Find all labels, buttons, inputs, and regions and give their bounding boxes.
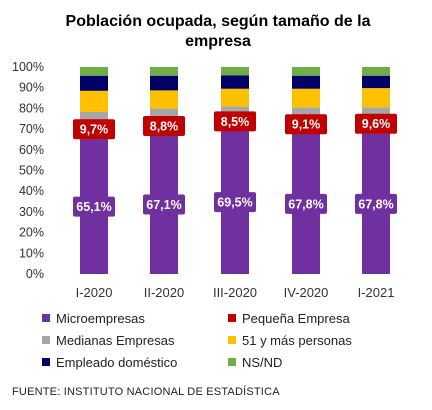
legend-item-51-y-m-s-personas: 51 y más personas (228, 330, 414, 350)
data-label: 69,5% (214, 192, 256, 213)
bar-segment-medianas-empresas (221, 106, 249, 113)
y-tick-label: 30% (19, 205, 44, 219)
x-tick-label: I-2021 (358, 285, 395, 300)
legend-swatch (42, 314, 50, 322)
bar-segment-ns-nd (292, 67, 320, 76)
legend-swatch (228, 358, 236, 366)
bar-segment-ns-nd (221, 67, 249, 76)
chart-title-line2: empresa (185, 33, 251, 50)
legend-swatch (228, 314, 236, 322)
legend-item-medianas-empresas: Medianas Empresas (42, 330, 228, 350)
data-label-box (355, 113, 397, 134)
data-label-box (355, 193, 397, 214)
legend-label: Medianas Empresas (56, 332, 175, 348)
data-label-box (143, 115, 185, 136)
legend-swatch (42, 336, 50, 344)
y-tick-label: 0% (26, 267, 44, 281)
data-label: 9,7% (73, 119, 115, 140)
data-label-text: 9,6% (362, 117, 391, 131)
source-note: FUENTE: INSTITUTO NACIONAL DE ESTADÍSTIC… (12, 386, 280, 398)
data-label-text: 9,7% (80, 123, 109, 137)
legend-item-peque-a-empresa: Pequeña Empresa (228, 308, 414, 328)
data-label-box (143, 194, 185, 215)
bar-segment-empleado-dom-stico (80, 75, 108, 91)
bar-segment-empleado-dom-stico (362, 75, 390, 89)
legend-item-empleado-dom-stico: Empleado doméstico (42, 352, 228, 372)
data-label: 67,8% (285, 193, 327, 214)
legend-label: Pequeña Empresa (242, 310, 350, 326)
data-label: 65,1% (73, 196, 115, 217)
data-label-text: 67,8% (288, 197, 323, 211)
bar-segment-ns-nd (362, 67, 390, 76)
bar-segment-medianas-empresas (362, 107, 390, 114)
legend: Microempresas Pequeña Empresa Medianas Emp… (42, 308, 422, 372)
legend-item-microempresas: Microempresas (42, 308, 228, 328)
y-tick-label: 80% (19, 101, 44, 115)
data-label: 67,1% (143, 194, 185, 215)
data-label-box (73, 196, 115, 217)
data-label-box (73, 119, 115, 140)
x-tick-label: IV-2020 (284, 285, 329, 300)
legend-label: Empleado doméstico (56, 354, 178, 370)
data-label-box (285, 114, 327, 135)
bar-segment-51-y-m-s-personas (150, 90, 178, 109)
legend-label: 51 y más personas (242, 332, 352, 348)
y-tick-label: 50% (19, 164, 44, 178)
y-tick-label: 70% (19, 122, 44, 136)
data-label-text: 67,1% (146, 198, 181, 212)
plot-area: 65,1% 9,7% 67,1% 8,8% 69,5% 8,5% 67,8% 9,1% 67,8… (73, 67, 397, 274)
data-label-text: 67,8% (358, 197, 393, 211)
data-label: 67,8% (355, 193, 397, 214)
y-tick-label: 100% (12, 60, 44, 74)
data-label: 8,5% (214, 111, 256, 132)
data-label: 8,8% (143, 115, 185, 136)
y-tick-label: 10% (19, 246, 44, 260)
y-tick-label: 20% (19, 226, 44, 240)
legend-label: Microempresas (56, 310, 145, 326)
chart-title-line1: Población ocupada, según tamaño de la (66, 13, 371, 30)
bar-segment-medianas-empresas (80, 111, 108, 120)
data-label: 9,1% (285, 114, 327, 135)
chart: Población ocupada, según tamaño de la em… (12, 13, 397, 300)
bar-segment-medianas-empresas (292, 107, 320, 115)
bar-segment-51-y-m-s-personas (80, 90, 108, 112)
bar-segment-empleado-dom-stico (150, 75, 178, 91)
data-label: 9,6% (355, 113, 397, 134)
data-label-text: 69,5% (217, 196, 252, 210)
x-axis: I-2020 II-2020 III-2020 IV-2020 I-2021 (76, 285, 395, 300)
data-label-box (214, 192, 256, 213)
bar-segment-51-y-m-s-personas (221, 88, 249, 107)
y-axis: 0% 10% 20% 30% 40% 50% 60% 70% 80% 90% 100% (12, 60, 44, 281)
y-tick-label: 90% (19, 81, 44, 95)
legend-swatch (228, 336, 236, 344)
bar-segment-51-y-m-s-personas (362, 88, 390, 108)
legend-swatch (42, 358, 50, 366)
data-label-text: 8,8% (150, 119, 179, 133)
x-tick-label: II-2020 (144, 285, 184, 300)
bar-segment-ns-nd (80, 67, 108, 76)
data-label-box (285, 193, 327, 214)
data-label-text: 9,1% (292, 118, 321, 132)
x-tick-label: III-2020 (213, 285, 257, 300)
data-label-box (214, 111, 256, 132)
bar-segment-51-y-m-s-personas (292, 88, 320, 108)
y-tick-label: 40% (19, 184, 44, 198)
legend-label: NS/ND (242, 354, 283, 370)
legend-item-ns-nd: NS/ND (228, 352, 414, 372)
data-label-text: 65,1% (76, 200, 111, 214)
bar-segment-empleado-dom-stico (292, 75, 320, 89)
data-label-text: 8,5% (221, 115, 250, 129)
x-tick-label: I-2020 (76, 285, 113, 300)
bar-segment-ns-nd (150, 67, 178, 76)
bar-segment-empleado-dom-stico (221, 75, 249, 89)
bar-segment-medianas-empresas (150, 108, 178, 117)
y-tick-label: 60% (19, 143, 44, 157)
